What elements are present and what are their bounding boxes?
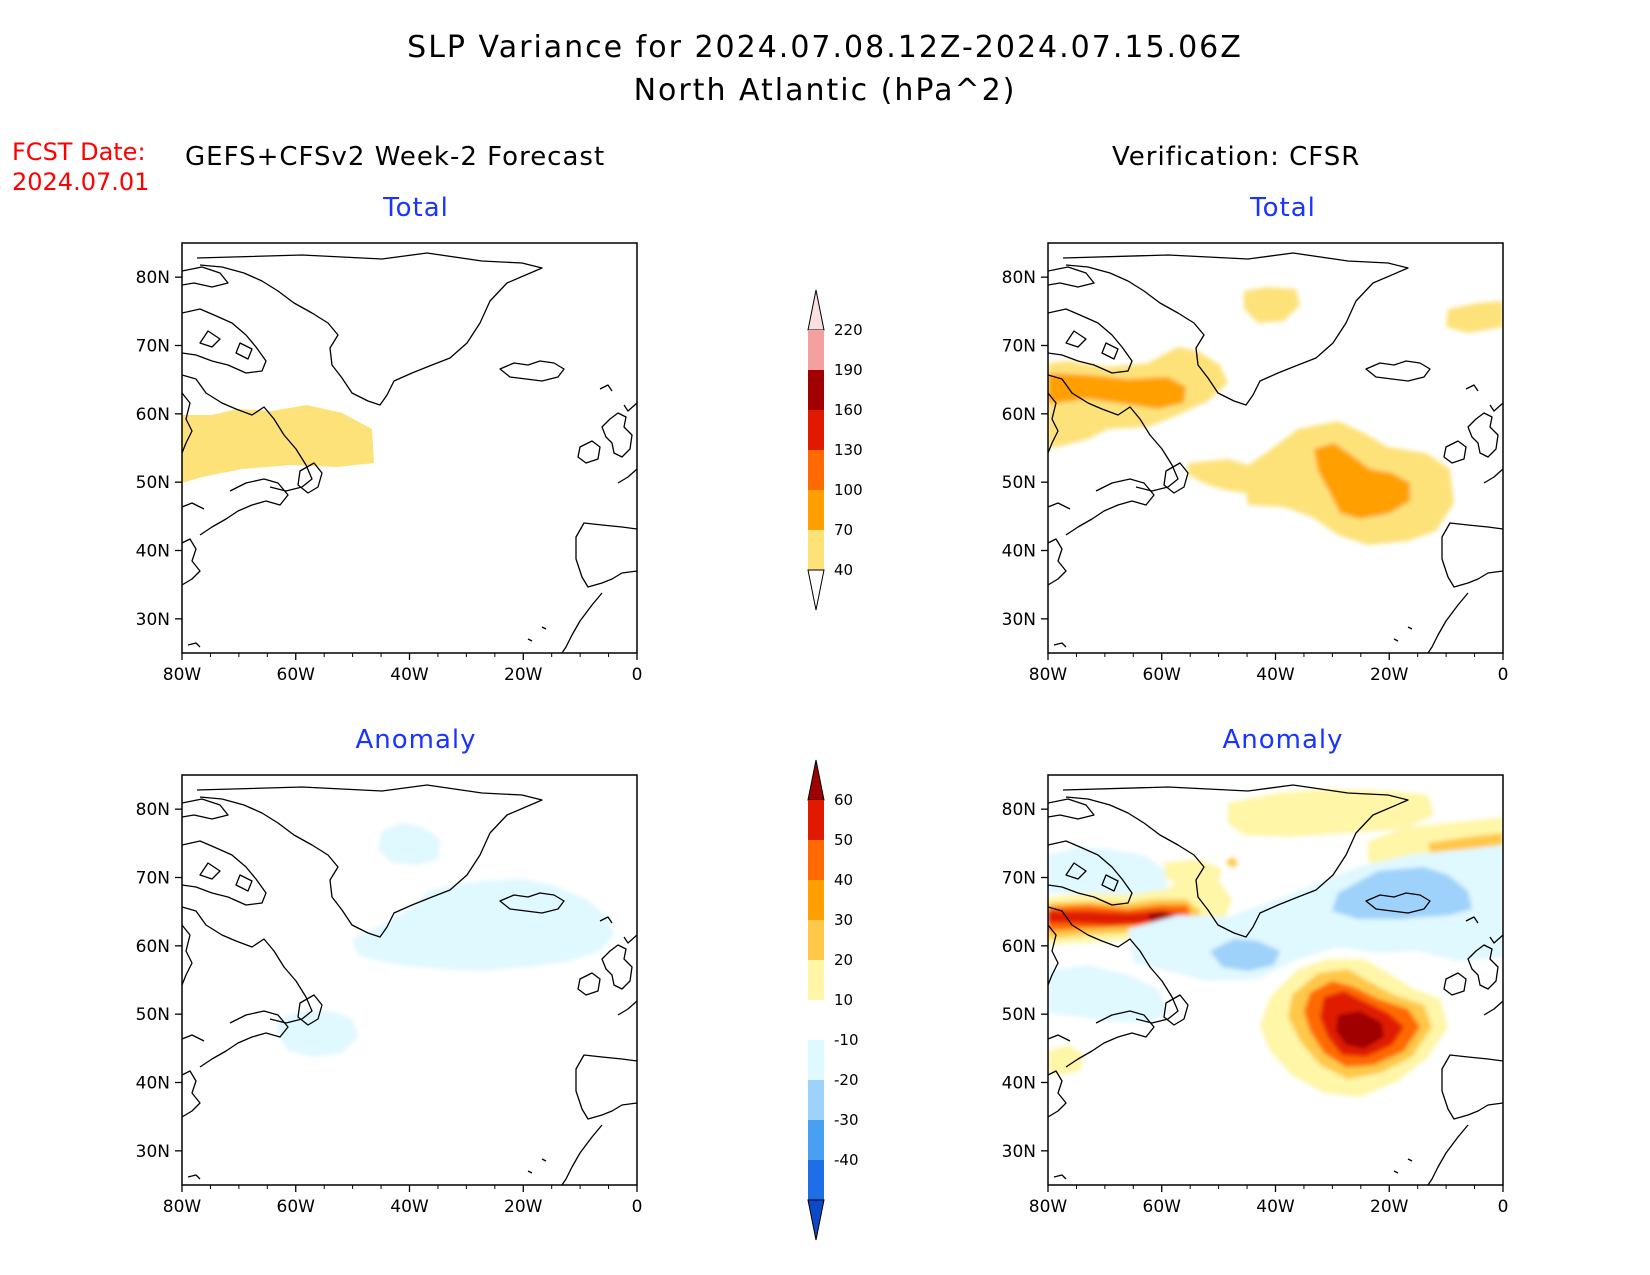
anomaly-colorbar-swatch (808, 1120, 824, 1160)
lat-tick-label: 60N (1002, 937, 1036, 957)
lat-tick-label: 40N (1002, 542, 1036, 562)
lon-tick-label: 20W (504, 1197, 543, 1217)
anomaly-colorbar-level-label: -20 (834, 1071, 859, 1089)
lat-tick-label: 30N (1002, 610, 1036, 630)
total-colorbar-top-cap (807, 289, 825, 331)
panel-title-forecast-anomaly: Anomaly (355, 725, 477, 755)
anomaly-colorbar-level-label: -40 (834, 1151, 859, 1169)
anomaly-colorbar-level-label: 30 (834, 911, 853, 929)
lat-tick-label: 30N (1002, 1142, 1036, 1162)
anomaly-colorbar-level-label: -10 (834, 1031, 859, 1049)
anomaly-colorbar-swatch (808, 920, 824, 960)
figure-title-line2: North Atlantic (hPa^2) (633, 73, 1017, 108)
anomaly-colorbar-swatch (808, 800, 824, 840)
lat-tick-label: 30N (136, 1142, 170, 1162)
lon-tick-label: 80W (163, 665, 202, 685)
figure-title-line1: SLP Variance for 2024.07.08.12Z-2024.07.… (407, 30, 1243, 65)
total-colorbar-level-label: 220 (834, 321, 863, 339)
lon-tick-label: 60W (277, 665, 316, 685)
panel-title-forecast-total: Total (383, 193, 449, 223)
map-panel-forecast-total (181, 242, 638, 654)
lon-tick-label: 40W (390, 1197, 429, 1217)
lat-tick-label: 80N (1002, 268, 1036, 288)
total-colorbar-swatch (808, 490, 824, 530)
lat-tick-label: 70N (136, 337, 170, 357)
lon-tick-label: 20W (504, 665, 543, 685)
verification-header: Verification: CFSR (1112, 142, 1361, 172)
map-panel-forecast-anomaly (181, 774, 638, 1186)
total-colorbar-level-label: 160 (834, 401, 863, 419)
lat-tick-label: 50N (136, 473, 170, 493)
lat-tick-label: 30N (136, 610, 170, 630)
lat-tick-label: 80N (1002, 800, 1036, 820)
anomaly-colorbar-swatch (808, 1080, 824, 1120)
anomaly-colorbar-level-label: 20 (834, 951, 853, 969)
lat-tick-label: 60N (136, 937, 170, 957)
lon-tick-label: 60W (1143, 665, 1182, 685)
lon-tick-label: 0 (632, 665, 643, 685)
lon-tick-label: 0 (1498, 665, 1509, 685)
anomaly-colorbar-swatch (808, 1040, 824, 1080)
map-panel-verification-total (1047, 242, 1504, 654)
lat-tick-label: 40N (136, 1074, 170, 1094)
total-colorbar-level-label: 130 (834, 441, 863, 459)
lon-tick-label: 40W (390, 665, 429, 685)
anomaly-colorbar-level-label: 60 (834, 791, 853, 809)
total-colorbar-level-label: 100 (834, 481, 863, 499)
lat-tick-label: 50N (1002, 473, 1036, 493)
colorbars: 220 190 160 130 100 70 40 60 50 40 30 20 10 -10 -20 -30… (807, 289, 863, 1241)
anomaly-colorbar-bottom-cap (807, 1199, 825, 1241)
lat-tick-label: 70N (1002, 869, 1036, 889)
lon-tick-label: 20W (1370, 665, 1409, 685)
lon-tick-label: 80W (1029, 665, 1068, 685)
lat-tick-label: 60N (1002, 405, 1036, 425)
lat-tick-label: 70N (1002, 337, 1036, 357)
panel-title-verification-anomaly: Anomaly (1222, 725, 1344, 755)
anomaly-colorbar-swatch (808, 1160, 824, 1200)
total-colorbar-swatch (808, 450, 824, 490)
anomaly-colorbar-swatch (808, 1000, 824, 1040)
map-axes: 80W 60W 40W 20W 0 80N 70N 60N 50N 40N 30N 80W 60W 40W… (136, 268, 1509, 1217)
total-colorbar-swatch (808, 530, 824, 570)
lat-tick-label: 40N (1002, 1074, 1036, 1094)
lon-tick-label: 40W (1256, 1197, 1295, 1217)
lat-tick-label: 70N (136, 869, 170, 889)
total-colorbar-bottom-cap (807, 569, 825, 611)
fcst-date-value: 2024.07.01 (12, 168, 150, 196)
map-panel-verification-anomaly (1047, 774, 1504, 1186)
anomaly-colorbar-top-cap (807, 759, 825, 801)
anomaly-colorbar-level-label: 10 (834, 991, 853, 1009)
lon-tick-label: 0 (1498, 1197, 1509, 1217)
lon-tick-label: 80W (1029, 1197, 1068, 1217)
lat-tick-label: 50N (1002, 1005, 1036, 1025)
total-colorbar-level-label: 70 (834, 521, 853, 539)
lat-tick-label: 80N (136, 800, 170, 820)
anomaly-colorbar-swatch (808, 960, 824, 1000)
lon-tick-label: 60W (277, 1197, 316, 1217)
anomaly-colorbar-level-label: 40 (834, 871, 853, 889)
lat-tick-label: 50N (136, 1005, 170, 1025)
anomaly-colorbar-level-label: 50 (834, 831, 853, 849)
total-colorbar-level-label: 40 (834, 561, 853, 579)
lat-tick-label: 80N (136, 268, 170, 288)
panel-title-verification-total: Total (1250, 193, 1316, 223)
lon-tick-label: 60W (1143, 1197, 1182, 1217)
anomaly-colorbar-swatch (808, 840, 824, 880)
lon-tick-label: 0 (632, 1197, 643, 1217)
lon-tick-label: 20W (1370, 1197, 1409, 1217)
total-colorbar-level-label: 190 (834, 361, 863, 379)
lat-tick-label: 60N (136, 405, 170, 425)
lon-tick-label: 80W (163, 1197, 202, 1217)
forecast-header: GEFS+CFSv2 Week-2 Forecast (185, 142, 606, 172)
total-colorbar-swatch (808, 410, 824, 450)
total-colorbar-swatch (808, 330, 824, 370)
fcst-date-label: FCST Date: (12, 138, 146, 166)
total-colorbar-swatch (808, 370, 824, 410)
lat-tick-label: 40N (136, 542, 170, 562)
lon-tick-label: 40W (1256, 665, 1295, 685)
anomaly-colorbar-swatch (808, 880, 824, 920)
anomaly-colorbar-level-label: -30 (834, 1111, 859, 1129)
